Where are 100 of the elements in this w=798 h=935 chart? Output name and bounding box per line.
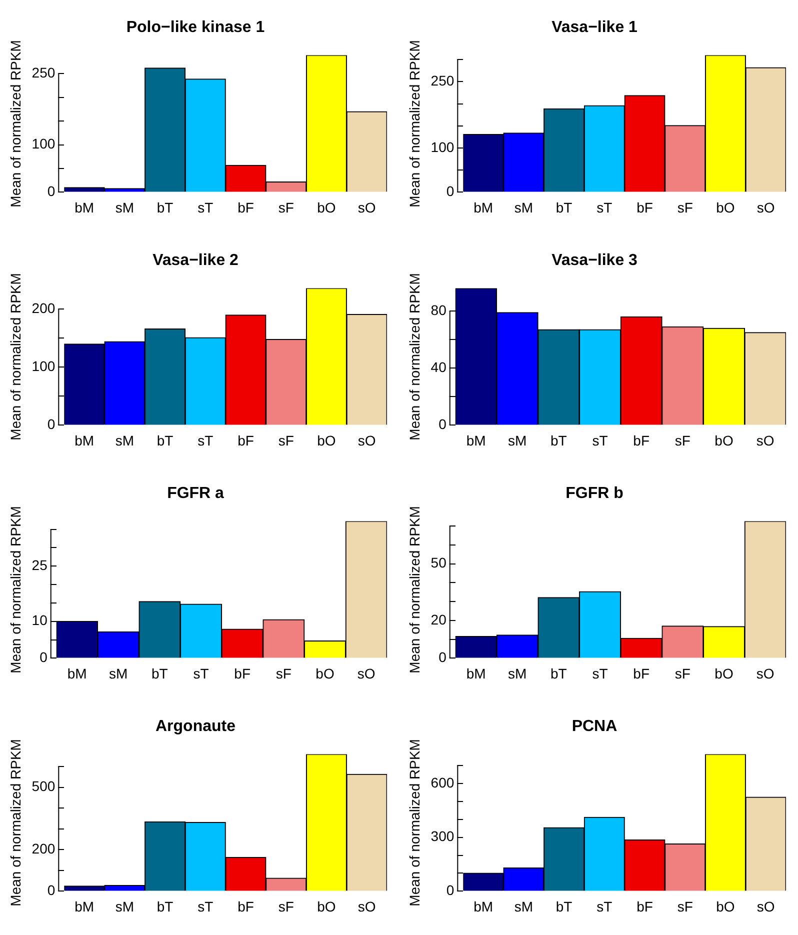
y-tick-label: 40: [430, 358, 447, 375]
x-tick-label: sO: [756, 665, 774, 682]
x-tick-label: sF: [677, 199, 693, 216]
y-axis-title: Mean of normalized RPKM: [7, 273, 24, 440]
chart-title: FGFR a: [167, 485, 224, 502]
y-axis-title: Mean of normalized RPKM: [406, 506, 422, 674]
y-tick-label: 0: [438, 416, 447, 432]
x-tick-label: sT: [596, 199, 613, 216]
x-tick-label: sT: [596, 898, 613, 914]
y-tick-label: 0: [446, 882, 454, 898]
y-tick-label: 20: [430, 611, 447, 628]
x-tick-label: sO: [358, 432, 376, 448]
x-tick-label: sF: [278, 199, 294, 216]
x-tick-label: bT: [556, 199, 573, 216]
x-tick-label: bF: [633, 432, 650, 448]
y-axis-title: Mean of normalized RPKM: [7, 40, 24, 208]
y-tick-label: 0: [47, 183, 56, 200]
y-tick-label: 200: [32, 840, 56, 856]
x-tick-label: bT: [550, 665, 568, 682]
x-tick-label: sT: [198, 898, 214, 914]
x-tick-label: bO: [714, 432, 734, 448]
x-tick-label: sM: [115, 432, 134, 448]
y-tick-label: 0: [47, 416, 56, 432]
x-tick-label: sT: [193, 665, 210, 682]
chart-title: Argonaute: [156, 718, 236, 736]
y-tick-label: 0: [40, 649, 48, 666]
x-tick-label: sF: [278, 432, 294, 448]
x-tick-label: bF: [636, 898, 653, 914]
x-tick-label: bO: [714, 665, 734, 682]
y-axis-title: Mean of normalized RPKM: [406, 40, 422, 208]
y-tick-label: 600: [430, 774, 454, 790]
x-tick-label: sT: [592, 665, 608, 682]
x-tick-label: bM: [67, 665, 87, 682]
x-tick-label: sM: [508, 665, 527, 682]
x-tick-label: bM: [474, 199, 494, 216]
y-tick-label: 0: [47, 882, 56, 898]
y-tick-label: 10: [32, 612, 48, 628]
y-tick-label: 0: [438, 649, 447, 666]
x-tick-label: bM: [466, 432, 486, 448]
x-tick-label: sF: [674, 432, 690, 448]
x-tick-label: bT: [152, 665, 168, 682]
x-tick-label: sO: [358, 199, 376, 216]
x-tick-label: bO: [716, 199, 735, 216]
x-tick-label: bO: [317, 898, 336, 914]
x-tick-label: sF: [674, 665, 690, 682]
y-tick-label: 100: [32, 136, 56, 152]
y-tick-label: 100: [32, 358, 56, 374]
y-axis-title: Mean of normalized RPKM: [406, 273, 422, 440]
x-tick-label: bF: [238, 199, 254, 216]
x-tick-label: bT: [156, 898, 174, 914]
x-tick-label: bM: [466, 665, 486, 682]
x-tick-label: sM: [115, 898, 134, 914]
x-tick-label: sT: [592, 432, 608, 448]
y-tick-label: 500: [32, 778, 56, 794]
x-tick-label: bF: [633, 665, 650, 682]
y-axis-title: Mean of normalized RPKM: [7, 506, 24, 674]
x-tick-label: sO: [357, 665, 376, 682]
x-tick-label: bM: [74, 898, 94, 914]
x-tick-label: bT: [156, 432, 174, 448]
x-tick-label: bF: [238, 898, 254, 914]
x-tick-label: bO: [317, 432, 336, 448]
x-tick-label: bF: [238, 432, 254, 448]
x-tick-label: bO: [316, 665, 334, 682]
x-tick-label: sF: [276, 665, 292, 682]
x-tick-label: sT: [198, 432, 214, 448]
x-tick-label: sM: [115, 199, 134, 216]
y-tick-label: 100: [430, 138, 454, 155]
x-tick-label: sM: [514, 898, 534, 914]
x-tick-label: bF: [234, 665, 251, 682]
chart-title: FGFR b: [566, 485, 624, 502]
y-tick-label: 300: [430, 828, 454, 844]
x-tick-label: bT: [156, 199, 174, 216]
y-axis-title: Mean of normalized RPKM: [7, 739, 24, 906]
y-tick-label: 0: [446, 183, 454, 200]
x-tick-label: sF: [278, 898, 294, 914]
y-tick-label: 250: [430, 72, 454, 89]
x-tick-label: bT: [556, 898, 573, 914]
y-tick-label: 250: [32, 64, 56, 81]
x-tick-label: sT: [198, 199, 214, 216]
x-tick-label: sO: [358, 898, 376, 914]
chart-title: Vasa−like 1: [552, 19, 638, 36]
x-tick-label: bT: [550, 432, 568, 448]
chart-title: Polo−like kinase 1: [126, 19, 265, 36]
x-tick-label: sF: [677, 898, 693, 914]
x-tick-label: sM: [109, 665, 128, 682]
x-tick-label: sM: [508, 432, 527, 448]
x-tick-label: sO: [756, 898, 775, 914]
y-tick-label: 50: [430, 554, 447, 571]
y-tick-label: 25: [32, 556, 48, 573]
x-tick-label: sO: [756, 432, 774, 448]
x-tick-label: bM: [74, 199, 94, 216]
x-tick-label: bO: [716, 898, 735, 914]
x-tick-label: sM: [514, 199, 534, 216]
y-tick-label: 200: [32, 300, 56, 316]
x-tick-label: bF: [636, 199, 653, 216]
chart-title: Vasa−like 3: [552, 252, 638, 270]
x-tick-label: bM: [474, 898, 494, 914]
x-tick-label: bO: [317, 199, 336, 216]
chart-title: Vasa−like 2: [152, 252, 239, 270]
y-axis-title: Mean of normalized RPKM: [406, 739, 422, 906]
